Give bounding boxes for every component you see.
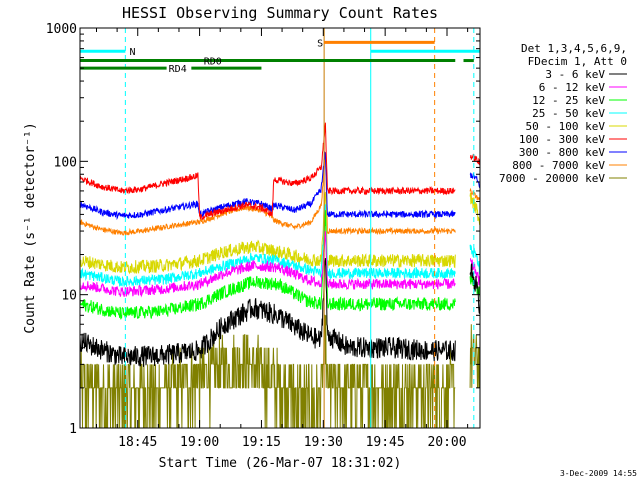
x-tick-label: 19:00 xyxy=(180,435,219,450)
series-line-50-100-kev xyxy=(79,191,481,275)
y-axis-label: Count Rate (s⁻¹ detector⁻¹) xyxy=(23,122,38,333)
series-line-100-300-kev xyxy=(79,122,481,220)
legend: Det 1,3,4,5,6,9,FDecim 1, Att 03 - 6 keV… xyxy=(499,42,627,185)
series-line-7000-20000-kev xyxy=(80,314,481,429)
legend-entry-label: 25 - 50 keV xyxy=(532,107,605,120)
series-line-800-7000-kev xyxy=(79,151,481,236)
x-axis-label: Start Time (26-Mar-07 18:31:02) xyxy=(159,456,402,471)
x-tick-label: 19:45 xyxy=(366,435,405,450)
legend-entry-label: 50 - 100 keV xyxy=(526,120,606,133)
plot-frame xyxy=(79,27,481,429)
flag-label-rd0: RD0 xyxy=(204,57,222,68)
legend-header: Det 1,3,4,5,6,9, xyxy=(521,42,627,55)
flag-label-s: S xyxy=(317,38,323,49)
y-tick-label: 100 xyxy=(54,155,77,170)
legend-header: FDecim 1, Att 0 xyxy=(528,55,627,68)
y-tick-label: 1000 xyxy=(46,22,77,37)
legend-entry-label: 7000 - 20000 keV xyxy=(499,172,605,185)
x-tick-label: 19:30 xyxy=(304,435,343,450)
legend-entry-label: 300 - 800 keV xyxy=(519,146,605,159)
legend-entry-label: 800 - 7000 keV xyxy=(512,159,605,172)
legend-entry-label: 12 - 25 keV xyxy=(532,94,605,107)
legend-entry-label: 6 - 12 keV xyxy=(539,81,606,94)
plot-marks: N S RD0 RD4 xyxy=(79,28,481,429)
x-tick-label: 18:45 xyxy=(118,435,157,450)
series-line-300-800-kev xyxy=(79,151,481,221)
legend-entry-label: 3 - 6 keV xyxy=(545,68,605,81)
axes: 1 10 100 1000 18:45 19:00 19:15 19:30 19:45 20:00 xyxy=(46,22,480,450)
series-line-3-6-kev xyxy=(79,258,481,368)
footer-date: 3-Dec-2009 14:55 xyxy=(560,469,637,478)
chart-title: HESSI Observing Summary Count Rates xyxy=(122,4,438,22)
flag-label-n: N xyxy=(129,47,135,58)
flag-label-rd4: RD4 xyxy=(169,64,187,75)
y-tick-label: 1 xyxy=(69,422,77,437)
x-tick-label: 19:15 xyxy=(242,435,281,450)
legend-entry-label: 100 - 300 keV xyxy=(519,133,605,146)
x-tick-label: 20:00 xyxy=(427,435,466,450)
series-line-25-50-kev xyxy=(79,204,481,288)
y-tick-label: 10 xyxy=(61,289,77,304)
